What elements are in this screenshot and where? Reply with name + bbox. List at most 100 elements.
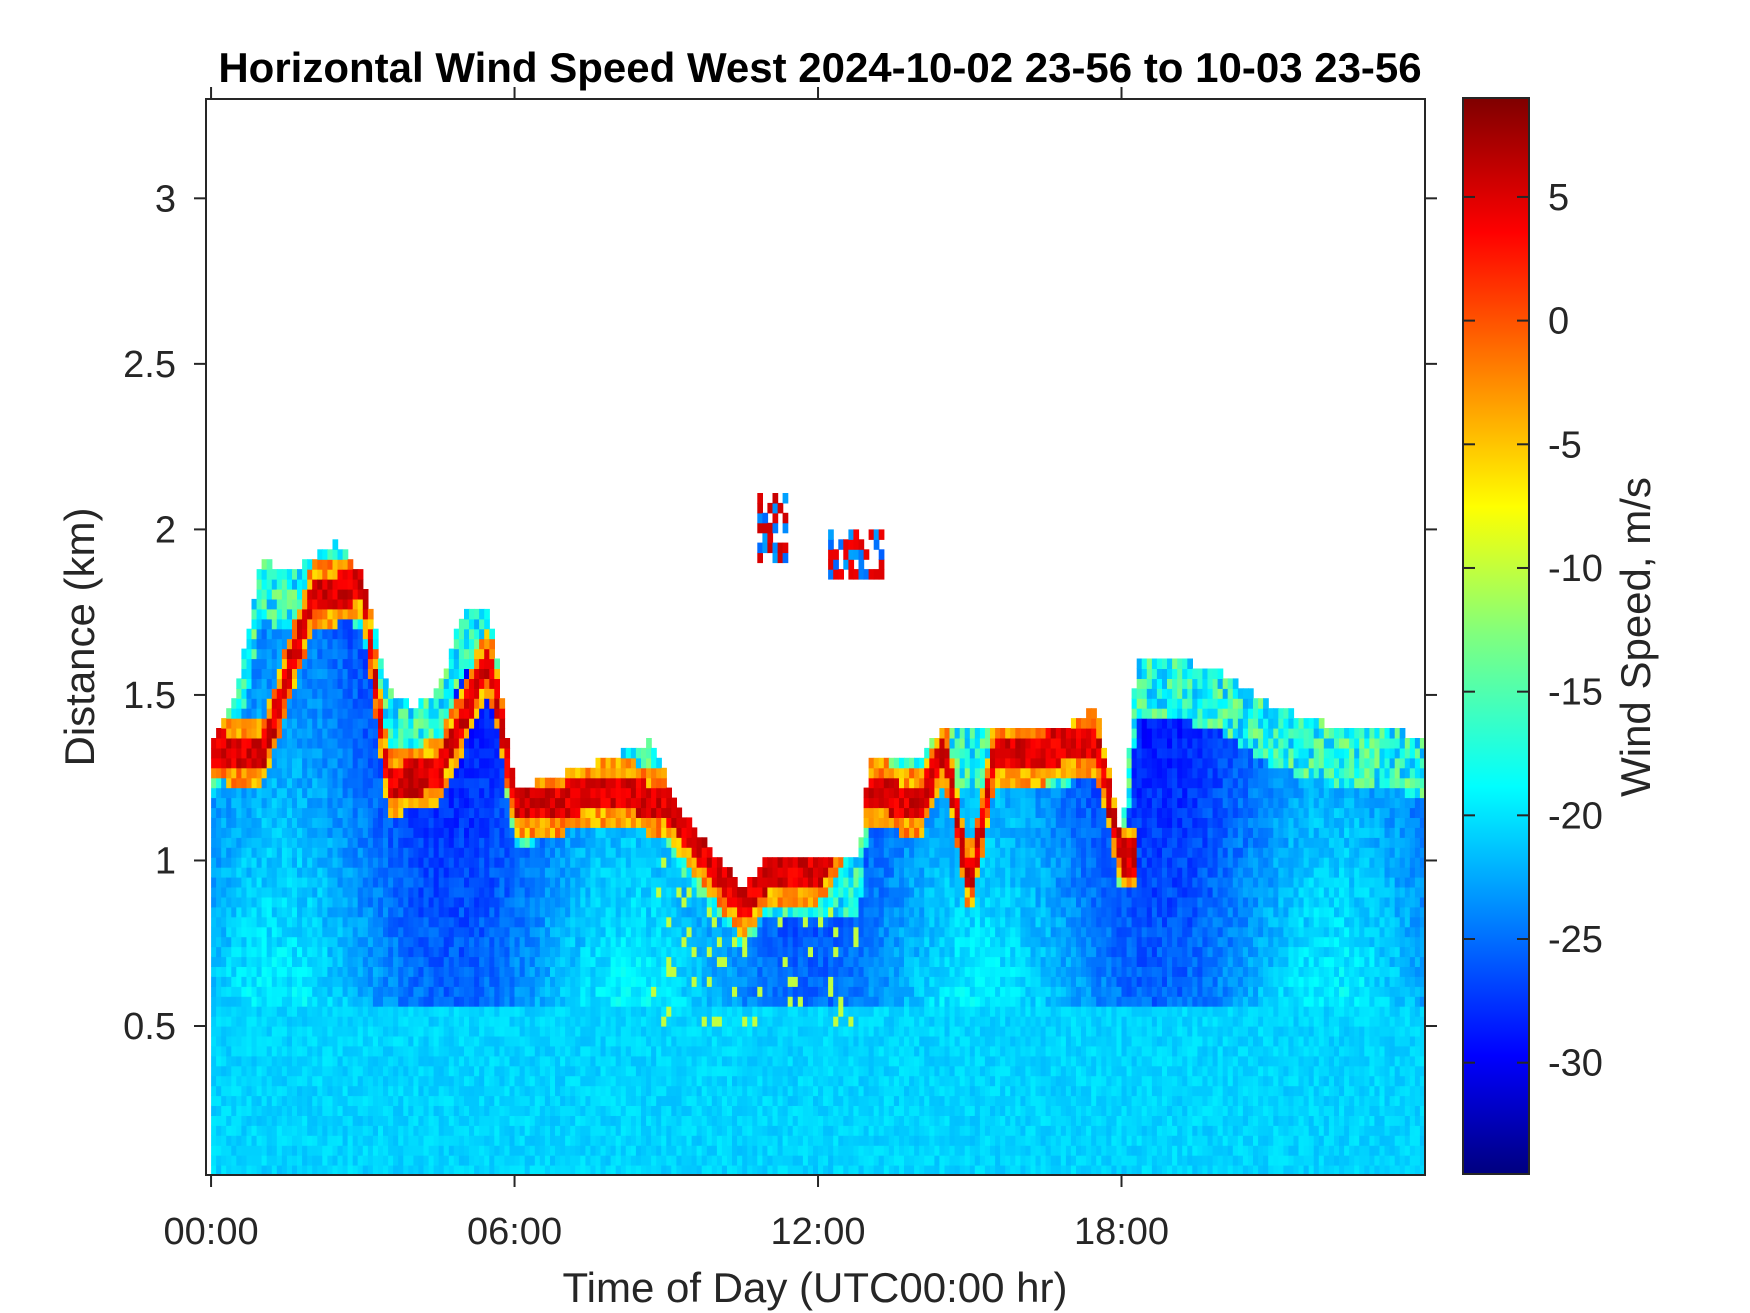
- heat-cell: [590, 906, 597, 918]
- heat-cell: [686, 1065, 693, 1077]
- heat-cell: [651, 986, 657, 997]
- heat-cell: [671, 857, 677, 868]
- heat-cell: [443, 867, 450, 878]
- heat-cell: [625, 966, 632, 977]
- heat-cell: [620, 896, 627, 908]
- heat-cell: [372, 787, 379, 799]
- heat-cell: [297, 569, 303, 580]
- heat-cell: [378, 1165, 384, 1176]
- heat-cell: [286, 777, 293, 789]
- heat-cell: [307, 1115, 313, 1126]
- heat-cell: [539, 1135, 546, 1146]
- heat-cell: [216, 1095, 222, 1106]
- heat-cell: [641, 1145, 647, 1156]
- heat-cell: [286, 1075, 293, 1087]
- heat-cell: [494, 1006, 500, 1017]
- heat-cell: [453, 738, 460, 749]
- heat-cell: [656, 807, 662, 818]
- heat-cell: [615, 1115, 622, 1126]
- heat-cell: [367, 1125, 374, 1136]
- heat-cell: [231, 777, 237, 789]
- heat-cell: [378, 1055, 384, 1067]
- heat-cell: [236, 956, 242, 967]
- heat-cell: [732, 1035, 738, 1047]
- heat-cell: [550, 896, 556, 908]
- heat-cell: [352, 787, 359, 799]
- heat-cell: [504, 827, 511, 838]
- heat-cell: [529, 847, 536, 858]
- heat-cell: [292, 966, 298, 977]
- heat-cell: [494, 708, 500, 719]
- heat-cell: [504, 936, 511, 948]
- heat-cell: [544, 777, 551, 789]
- heat-cell: [590, 807, 597, 818]
- heat-cell: [550, 906, 556, 918]
- heat-cell: [529, 877, 536, 888]
- heat-cell: [469, 608, 475, 620]
- heat-cell: [241, 896, 248, 908]
- heat-cell: [646, 738, 652, 749]
- heat-cell: [337, 728, 344, 739]
- heat-cell: [529, 1145, 536, 1156]
- heat-cell: [443, 996, 450, 1007]
- heat-cell: [499, 718, 506, 729]
- heat-cell: [393, 936, 399, 948]
- heat-cell: [398, 1006, 404, 1017]
- heat-cell: [453, 986, 460, 997]
- heat-cell: [322, 807, 328, 818]
- heat-cell: [266, 896, 273, 908]
- heat-cell: [721, 1006, 728, 1017]
- heat-cell: [307, 996, 313, 1007]
- heat-cell: [676, 1095, 683, 1106]
- heat-cell: [342, 668, 349, 679]
- heat-cell: [307, 708, 313, 719]
- heat-cell: [378, 1115, 384, 1126]
- heat-cell: [625, 996, 632, 1007]
- heat-cell: [635, 837, 642, 848]
- heat-cell: [281, 797, 288, 809]
- heat-cell: [630, 946, 637, 958]
- heat-cell: [625, 1105, 632, 1116]
- heat-cell: [671, 867, 677, 878]
- heat-cell: [383, 857, 389, 868]
- heat-cell: [494, 1016, 500, 1027]
- heat-cell: [605, 1016, 612, 1027]
- heat-cell: [302, 569, 308, 580]
- heat-cell: [625, 1155, 632, 1166]
- heat-cell: [494, 738, 500, 749]
- heat-cell: [357, 896, 364, 908]
- heat-cell: [261, 698, 268, 709]
- heat-cell: [681, 1125, 688, 1136]
- heat-cell: [600, 1105, 607, 1116]
- heat-cell: [453, 916, 460, 928]
- heat-cell: [534, 1145, 541, 1156]
- heat-cell: [499, 1135, 506, 1146]
- heat-cell: [337, 887, 344, 898]
- heat-cell: [469, 728, 475, 739]
- heat-cell: [352, 608, 359, 620]
- heat-cell: [428, 887, 435, 898]
- heat-cell: [519, 1115, 526, 1126]
- heat-cell: [671, 1115, 677, 1126]
- heat-cell: [499, 926, 506, 938]
- heat-cell: [479, 738, 485, 749]
- heat-cell: [585, 936, 592, 948]
- heat-cell: [403, 1006, 409, 1017]
- heat-cell: [651, 807, 657, 818]
- heat-cell: [256, 1055, 263, 1067]
- heat-cell: [312, 1125, 318, 1136]
- heat-cell: [453, 1145, 460, 1156]
- heat-cell: [332, 877, 339, 888]
- heat-cell: [266, 757, 273, 769]
- heat-cell: [605, 956, 612, 967]
- heat-cell: [494, 837, 500, 848]
- heat-cell: [514, 916, 521, 928]
- heat-cell: [246, 877, 253, 888]
- heat-cell: [261, 1115, 268, 1126]
- heat-cell: [630, 857, 637, 868]
- heat-cell: [241, 738, 248, 749]
- heat-cell: [499, 1165, 506, 1176]
- heat-cell: [378, 916, 384, 928]
- heat-cell: [469, 996, 475, 1007]
- heat-cell: [494, 668, 500, 679]
